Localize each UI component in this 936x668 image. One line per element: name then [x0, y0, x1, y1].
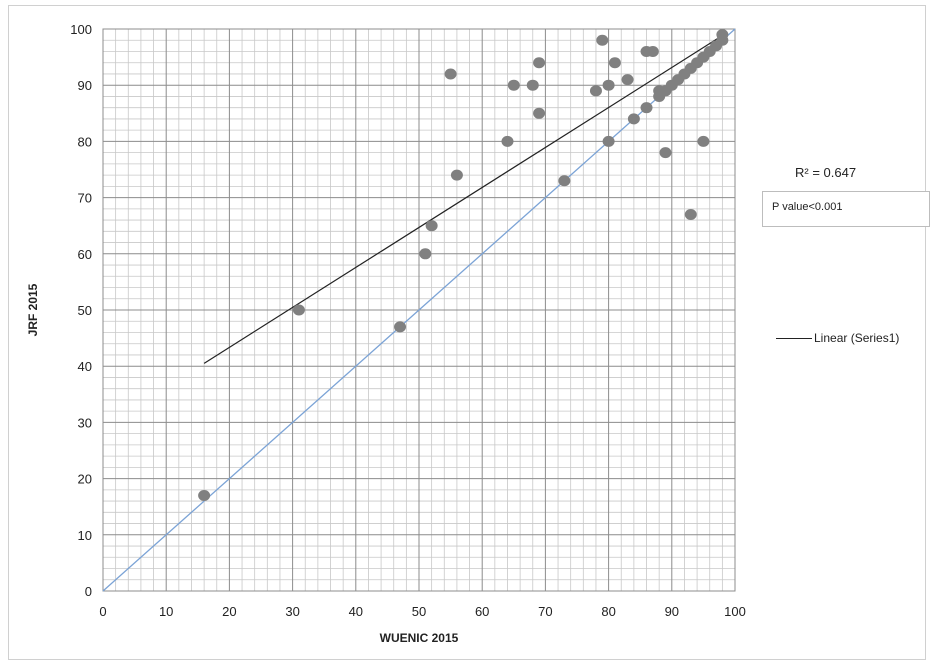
data-point — [198, 489, 211, 501]
data-point — [659, 147, 672, 159]
y-tick-label: 100 — [70, 22, 92, 37]
plot-border — [102, 28, 736, 592]
x-tick-label: 0 — [99, 604, 106, 619]
data-point — [450, 169, 463, 181]
data-point — [697, 135, 710, 147]
data-point — [394, 321, 407, 333]
data-point — [640, 102, 653, 114]
x-tick-label: 60 — [475, 604, 489, 619]
r-squared-label: R² = 0.647 — [795, 165, 857, 180]
linear-trendline — [203, 35, 723, 364]
x-axis-title: WUENIC 2015 — [380, 631, 459, 645]
y-tick-label: 40 — [78, 359, 92, 374]
y-tick-label: 80 — [78, 134, 92, 149]
y-tick-label: 0 — [85, 584, 92, 599]
x-tick-label: 80 — [601, 604, 615, 619]
data-point — [602, 135, 615, 147]
y-tick-label: 60 — [78, 247, 92, 262]
data-point — [507, 79, 520, 91]
data-point — [621, 74, 634, 86]
data-point — [501, 135, 514, 147]
data-point — [292, 304, 305, 316]
x-tick-label: 70 — [538, 604, 552, 619]
data-point — [716, 29, 729, 41]
x-tick-label: 100 — [724, 604, 746, 619]
trendline-layer — [203, 35, 723, 364]
legend-label: Linear (Series1) — [814, 331, 900, 345]
legend-line-swatch — [776, 337, 812, 339]
data-point — [444, 68, 457, 80]
data-point — [602, 79, 615, 91]
x-tick-label: 30 — [285, 604, 299, 619]
tick-labels-layer: 0 10 20 30 40 50 60 70 80 90 100 0 10 20 30 40 50 60 70 80 9… — [70, 22, 746, 619]
points-layer — [198, 29, 729, 501]
x-tick-label: 40 — [349, 604, 363, 619]
y-tick-label: 90 — [78, 78, 92, 93]
y-tick-label: 50 — [78, 303, 92, 318]
x-tick-label: 50 — [412, 604, 426, 619]
data-point — [419, 248, 432, 260]
data-point — [558, 175, 571, 187]
y-tick-label: 70 — [78, 191, 92, 206]
p-value-label: P value<0.001 — [772, 201, 843, 213]
data-point — [526, 79, 539, 91]
data-point — [589, 85, 602, 97]
data-point — [425, 220, 438, 232]
data-point — [684, 208, 697, 220]
y-tick-label: 10 — [78, 528, 92, 543]
x-tick-label: 10 — [159, 604, 173, 619]
data-point — [627, 113, 640, 125]
data-point — [608, 57, 621, 69]
data-point — [533, 57, 546, 69]
y-axis-title: JRF 2015 — [26, 283, 40, 336]
legend: Linear (Series1) — [776, 331, 899, 345]
x-tick-label: 90 — [665, 604, 679, 619]
data-point — [646, 45, 659, 57]
y-tick-label: 20 — [78, 472, 92, 487]
data-point — [533, 107, 546, 119]
data-point — [596, 34, 609, 46]
p-value-box: P value<0.001 — [762, 191, 930, 227]
y-tick-label: 30 — [78, 415, 92, 430]
x-tick-label: 20 — [222, 604, 236, 619]
